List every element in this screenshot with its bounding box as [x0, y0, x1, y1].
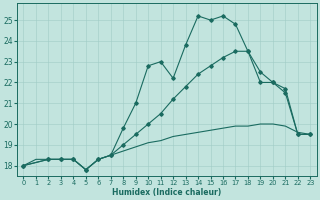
- X-axis label: Humidex (Indice chaleur): Humidex (Indice chaleur): [112, 188, 221, 197]
